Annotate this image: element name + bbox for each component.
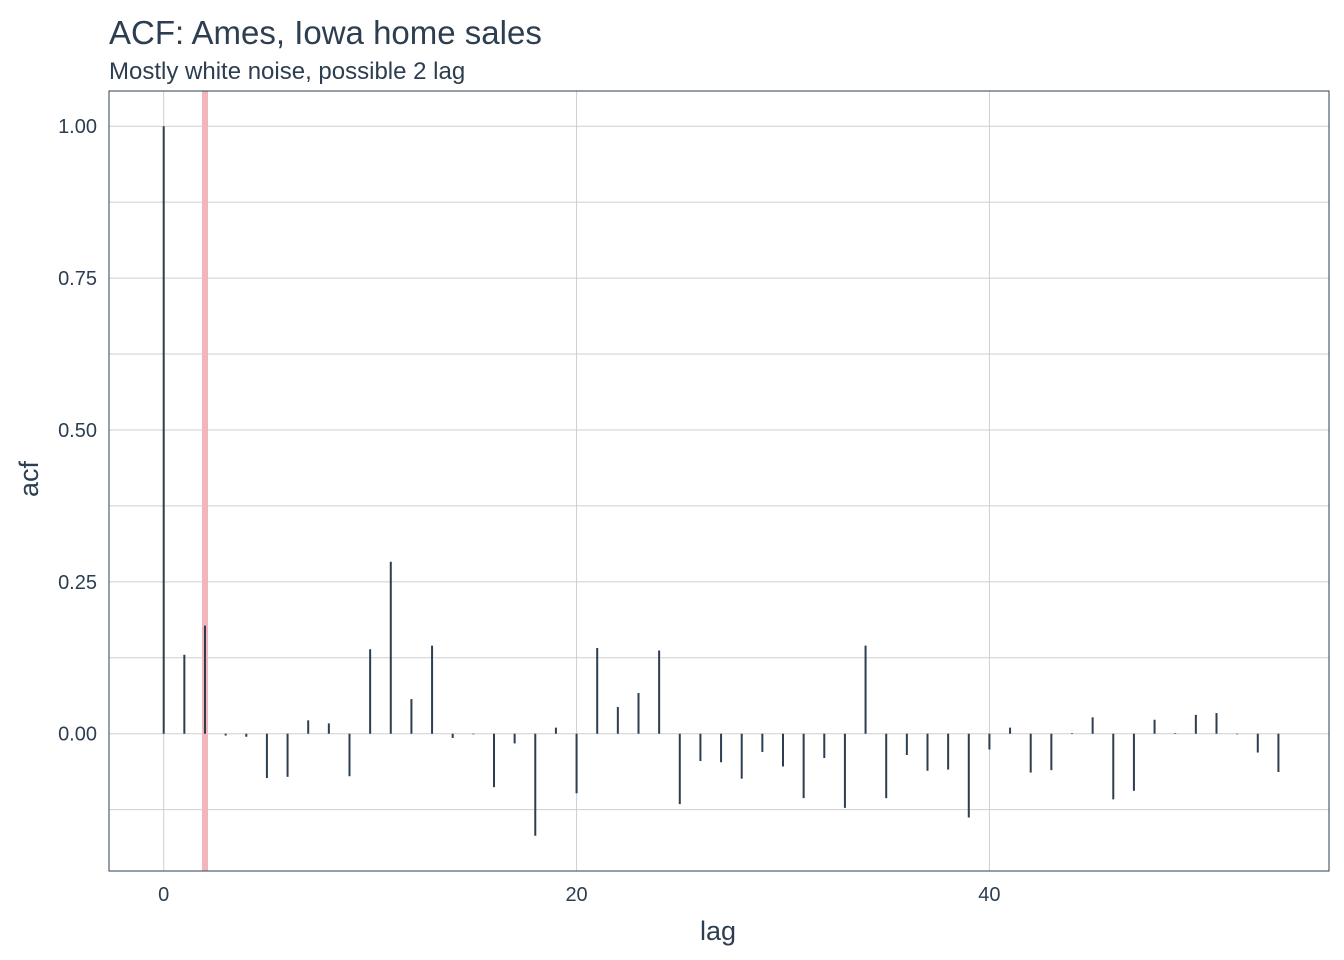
y-tick-label: 1.00 bbox=[58, 116, 97, 138]
chart-title: ACF: Ames, Iowa home sales bbox=[109, 14, 542, 51]
x-tick-label: 20 bbox=[565, 884, 587, 906]
x-axis-title: lag bbox=[700, 916, 736, 946]
y-axis-title: acf bbox=[14, 460, 44, 497]
acf-bars bbox=[162, 126, 1280, 836]
y-tick-label: 0.75 bbox=[58, 268, 97, 290]
y-tick-label: 0.00 bbox=[58, 724, 97, 746]
x-axis-ticks: 0 20 40 bbox=[158, 884, 1000, 906]
grid-lines bbox=[109, 91, 1329, 871]
y-tick-label: 0.25 bbox=[58, 572, 97, 594]
x-tick-label: 40 bbox=[978, 884, 1000, 906]
y-tick-label: 0.50 bbox=[58, 420, 97, 442]
chart-subtitle: Mostly white noise, possible 2 lag bbox=[109, 58, 465, 85]
y-axis-ticks: 0.00 0.25 0.50 0.75 1.00 bbox=[58, 116, 97, 745]
panel-border bbox=[108, 90, 1330, 872]
x-tick-label: 0 bbox=[158, 884, 169, 906]
